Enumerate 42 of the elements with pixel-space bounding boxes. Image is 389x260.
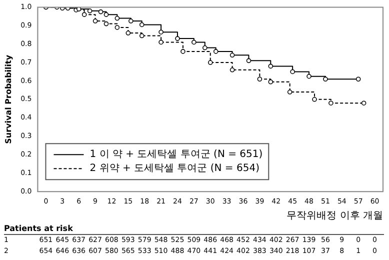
text: Patients at risk [4,224,384,235]
point [290,69,295,74]
point [114,16,120,21]
point [60,7,65,11]
point [98,9,104,14]
legend-label: 2 위약 + 도세탁셀 투여군 (N = 654) [90,163,260,174]
point [180,49,186,54]
point [246,58,252,64]
point [76,7,82,12]
point [328,100,334,106]
point [65,7,70,11]
x-axis-title: 무작위배정 이후 개월 [286,210,383,222]
point [356,76,361,82]
point [192,40,196,45]
y-axis-title: Survival Probability [4,54,13,144]
point [202,45,208,50]
point [268,79,274,84]
point [312,97,317,102]
point [306,74,312,79]
point [323,76,328,82]
point [139,33,144,38]
point [104,21,109,26]
point [139,22,144,28]
point [114,25,120,30]
point [287,90,292,94]
point [126,30,131,36]
point [230,52,235,58]
point [87,8,92,14]
point [158,40,164,45]
legend-label: 1 이 약 + 도세탁셀 투여군 (N = 651) [90,149,263,160]
point [361,100,366,106]
point [92,18,98,24]
point [175,36,180,41]
point [257,76,262,82]
point [230,67,235,72]
point [158,30,164,34]
point [128,18,134,24]
point [82,12,87,17]
point [208,60,213,65]
point [104,12,109,17]
point [213,49,218,54]
point [268,64,274,69]
